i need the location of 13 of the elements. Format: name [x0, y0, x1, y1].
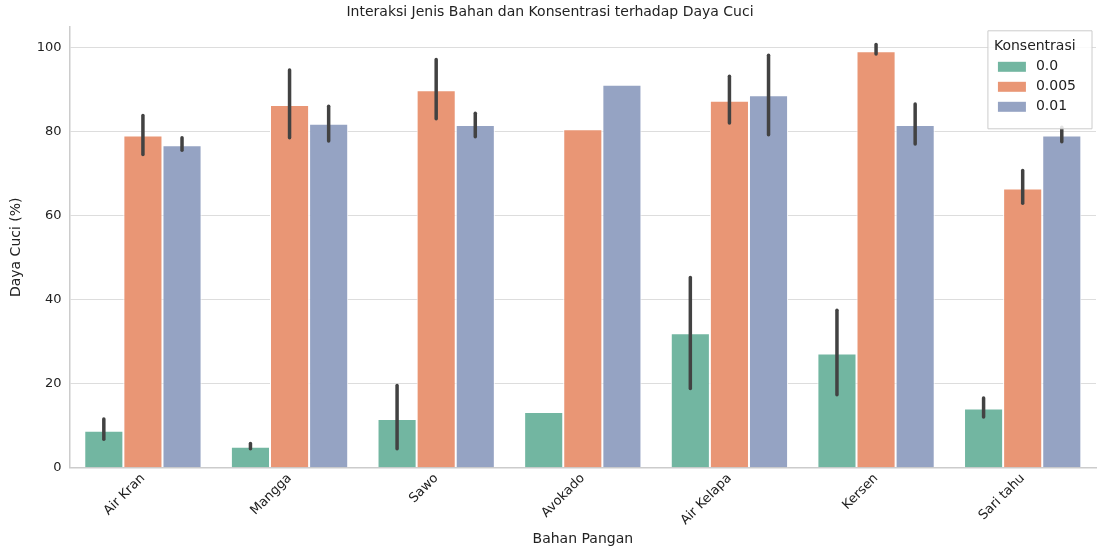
chart-title: Interaksi Jenis Bahan dan Konsentrasi terhadap Daya Cuci: [346, 3, 754, 20]
y-tick-label: 100: [36, 39, 62, 55]
legend-label: 0.01: [1035, 97, 1068, 114]
y-tick-label: 20: [45, 375, 62, 391]
y-tick-label: 60: [45, 207, 62, 223]
y-axis-title: Daya Cuci (%): [7, 197, 24, 298]
legend-label: 0.005: [1035, 77, 1077, 94]
legend-label: 0.0: [1035, 57, 1059, 74]
x-axis-title: Bahan Pangan: [532, 530, 634, 547]
legend-title: Konsentrasi: [993, 37, 1076, 54]
y-tick-label: 0: [53, 459, 62, 475]
y-tick-label: 40: [45, 291, 62, 307]
y-tick-label: 80: [45, 123, 62, 139]
